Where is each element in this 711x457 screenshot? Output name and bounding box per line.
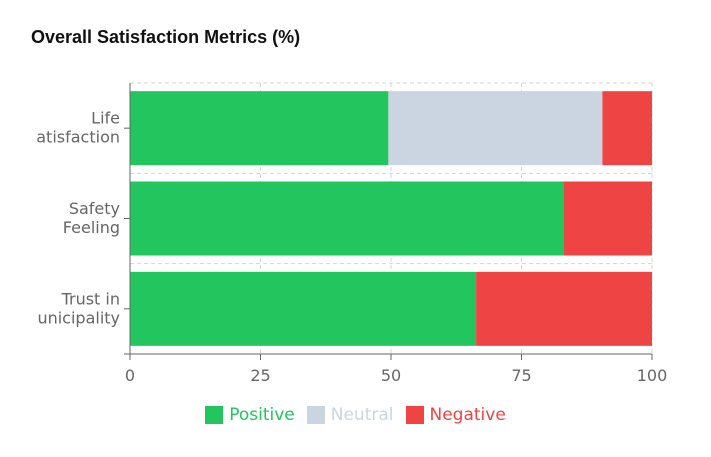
bar-positive	[130, 271, 477, 346]
x-tick-label: 25	[250, 366, 270, 385]
x-tick-label: 75	[511, 366, 531, 385]
y-category-label: unicipality	[37, 308, 120, 327]
y-category-label: Feeling	[63, 218, 120, 237]
legend-label: Positive	[229, 405, 295, 425]
y-category-label: atisfaction	[36, 128, 120, 147]
x-tick-label: 50	[381, 366, 401, 385]
legend-item-neutral[interactable]: Neutral	[306, 405, 394, 425]
y-category-label: Safety	[69, 199, 120, 218]
legend-item-positive[interactable]: Positive	[205, 405, 295, 425]
bar-negative	[563, 181, 652, 256]
bar-negative	[602, 91, 652, 166]
legend-item-negative[interactable]: Negative	[405, 405, 506, 425]
legend-swatch	[306, 406, 325, 424]
chart-title: Overall Satisfaction Metrics (%)	[31, 27, 301, 47]
x-tick-label: 100	[637, 366, 668, 385]
y-category-label: Life	[91, 109, 120, 128]
bar-positive	[130, 181, 564, 256]
legend-label: Negative	[429, 405, 506, 425]
chart-legend: Positive Neutral Negative	[0, 405, 711, 425]
x-tick-label: 0	[125, 366, 135, 385]
legend-swatch	[405, 406, 424, 424]
y-category-label: Trust in	[61, 289, 120, 308]
legend-label: Neutral	[330, 405, 394, 425]
bar-neutral	[388, 91, 603, 166]
bar-negative	[476, 271, 652, 346]
legend-swatch	[205, 406, 224, 424]
bar-positive	[130, 91, 389, 166]
